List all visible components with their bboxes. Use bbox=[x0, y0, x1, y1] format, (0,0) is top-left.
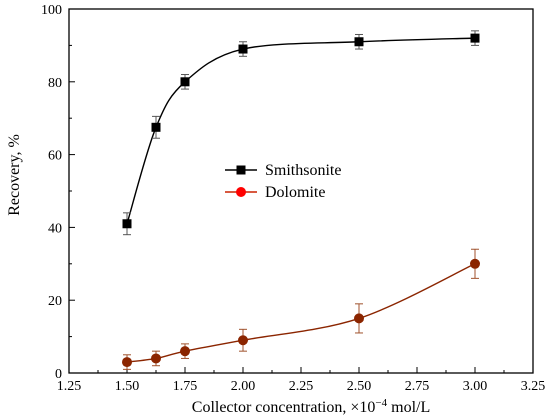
x-tick-label: 1.75 bbox=[173, 379, 198, 394]
y-axis-label: Recovery, % bbox=[6, 134, 23, 216]
y-tick-label: 20 bbox=[48, 294, 62, 309]
y-tick-label: 0 bbox=[55, 367, 62, 382]
series-line bbox=[126, 263, 476, 363]
data-point bbox=[354, 313, 364, 324]
data-point bbox=[238, 44, 248, 54]
data-point bbox=[470, 258, 480, 269]
series-dolomite bbox=[122, 248, 480, 370]
x-tick-label: 2.50 bbox=[347, 379, 372, 394]
data-point bbox=[180, 346, 190, 357]
legend-swatch-marker bbox=[236, 187, 246, 197]
legend-label: Dolomite bbox=[265, 184, 325, 201]
x-tick-label: 2.25 bbox=[289, 379, 314, 394]
y-tick-label: 60 bbox=[48, 149, 62, 164]
legend: Smithsonite Dolomite bbox=[225, 162, 341, 201]
data-point bbox=[470, 33, 480, 43]
y-tick-label: 100 bbox=[41, 3, 62, 18]
data-point bbox=[122, 357, 132, 368]
legend-item-smithsonite: Smithsonite bbox=[225, 162, 341, 179]
data-point bbox=[238, 335, 248, 346]
x-tick-label: 1.50 bbox=[115, 379, 140, 394]
x-axis-label: Collector concentration, ×10−4 mol/L bbox=[192, 397, 430, 416]
legend-swatch-marker bbox=[236, 165, 246, 175]
y-tick-label: 80 bbox=[48, 76, 62, 91]
y-tick-label: 40 bbox=[48, 221, 62, 236]
axis-ticks: 1.25 1.50 1.75 2.00 2.25 2.50 2.75 3.00 3.25 0 20 4… bbox=[41, 3, 545, 394]
series-layer bbox=[122, 30, 480, 370]
x-tick-label: 3.25 bbox=[521, 379, 546, 394]
data-point bbox=[122, 219, 132, 229]
x-tick-label: 2.75 bbox=[405, 379, 430, 394]
legend-label: Smithsonite bbox=[265, 162, 341, 179]
x-tick-label: 2.00 bbox=[231, 379, 256, 394]
data-point bbox=[354, 37, 364, 47]
series-smithsonite bbox=[122, 30, 480, 236]
x-tick-label: 3.00 bbox=[463, 379, 488, 394]
legend-item-dolomite: Dolomite bbox=[225, 184, 325, 201]
x-tick-label: 1.25 bbox=[57, 379, 82, 394]
data-point bbox=[151, 122, 161, 132]
data-point bbox=[151, 353, 161, 364]
series-line bbox=[126, 37, 476, 224]
data-point bbox=[180, 77, 190, 87]
